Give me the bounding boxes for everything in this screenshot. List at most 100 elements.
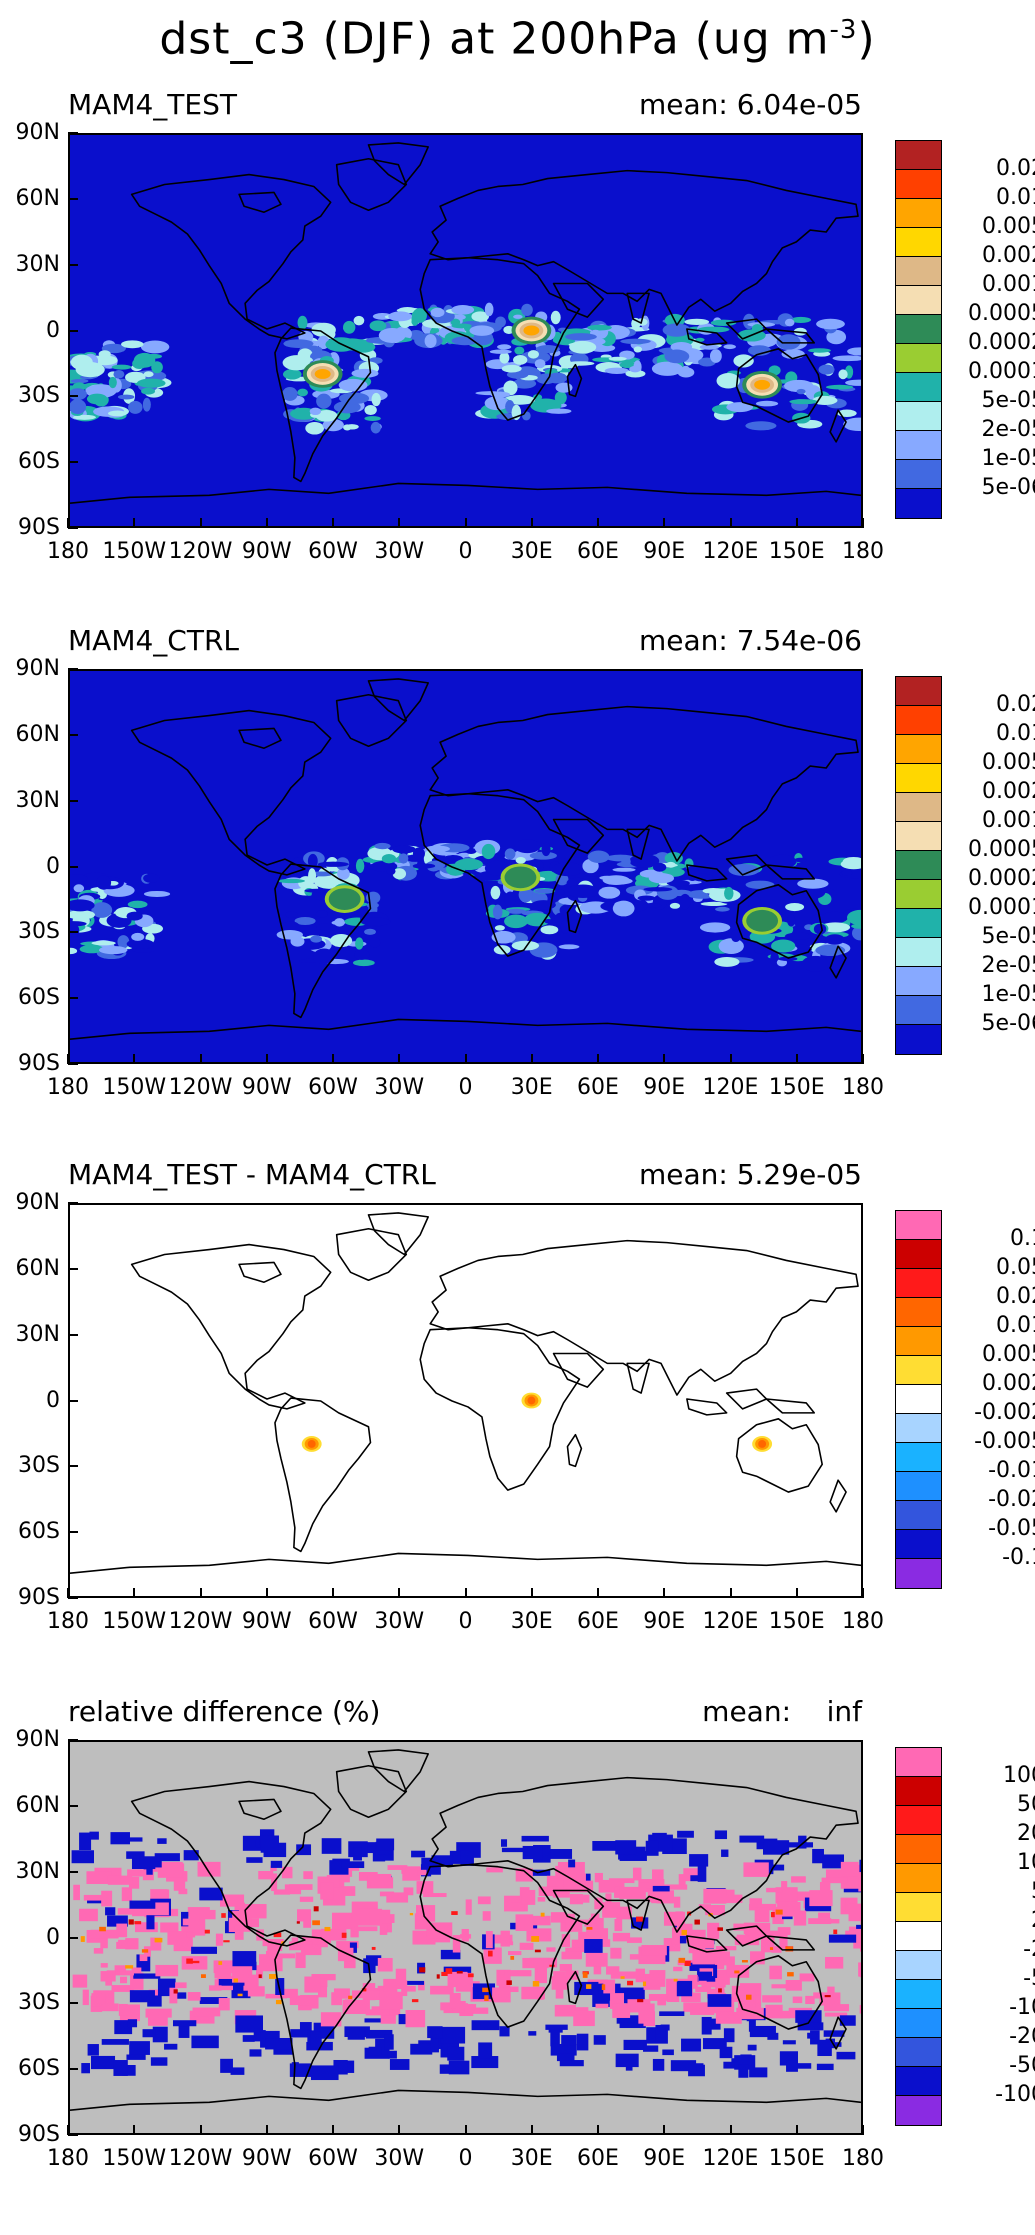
field-cell [500,1930,510,1947]
field-cell [745,880,775,889]
field-cell [471,2020,500,2031]
field-cell [71,1850,94,1864]
colorbar-swatch [896,1893,941,1922]
field-cell [273,1932,282,1938]
field-cell [504,891,516,908]
field-cell [587,324,612,331]
x-tick [199,1588,202,1598]
field-cell [739,1983,762,1996]
field-cell [283,339,314,349]
field-cell [825,1869,852,1879]
field-cell [245,1918,259,1928]
y-tick [68,1936,78,1939]
x-tick [133,1588,136,1598]
field-cell [482,1911,491,1921]
field-cell [97,2003,119,2012]
field-cell [285,911,298,919]
field-cell [521,1889,536,1905]
field-cell [711,2018,721,2030]
field-cell [128,1919,134,1925]
colorbar-label: 50 [1017,1792,1035,1817]
field-cell [191,2035,219,2049]
field-cell [379,1991,403,2010]
colorbar-swatch [896,373,941,402]
field-cell [602,1902,621,1918]
field-cell [592,1840,619,1851]
field-cell [407,1985,416,1992]
x-tick-label: 120W [168,2146,233,2171]
colorbar-label: 0.002 [982,779,1035,804]
field-cell [169,1987,178,2004]
colorbar-swatch [896,1777,941,1806]
field-cell [121,1837,143,1842]
field-cells [71,1829,861,2081]
field-cell [824,1995,831,1998]
colorbar-swatch [896,460,941,489]
field-cell [590,1913,600,1920]
field-cell [594,1872,603,1883]
field-cell [310,2065,339,2081]
field-cell [662,1884,688,1890]
field-cell [586,1927,593,1930]
field-cell [448,2060,470,2075]
x-tick [199,2125,202,2135]
field-cell [305,421,325,435]
x-tick [464,518,467,528]
y-tick-label: 60S [18,449,60,475]
field-cell [532,1981,540,1987]
field-cell [560,920,570,934]
x-tick [663,1054,666,1064]
x-tick [67,1054,69,1064]
colorbar-label: -10 [1009,1995,1035,2020]
field-cell [154,1853,180,1862]
field-cell [824,2012,848,2017]
x-tick [67,518,69,528]
field-cell [310,2031,321,2049]
field-cell [673,1978,678,1982]
field-cell [762,1995,782,2003]
field-cell [733,1923,753,1931]
field-cell [178,2023,190,2038]
x-tick-label: 30W [374,2146,425,2171]
x-tick [795,2125,798,2135]
field-cell [517,921,526,926]
field-cell [348,1995,353,2000]
field-cell [342,1999,370,2014]
field-cell [101,1890,113,1907]
field-cell [173,1989,178,1994]
colorbar-label: 0.01 [996,185,1035,210]
field-cell [199,1997,228,2004]
field-cell [527,350,539,359]
panel-mean: mean: 6.04e-05 [638,88,862,121]
field-cell [553,889,565,896]
x-tick [332,1588,334,1598]
field-cell [320,2012,342,2027]
field-cell [746,1994,752,2000]
field-cell [79,944,104,954]
field-cell [73,414,96,420]
field-cell [365,2029,393,2039]
x-tick-label: 30W [374,1609,425,1634]
colorbar-swatch [896,2009,941,2038]
field-cell [134,1921,142,1925]
field-cell [819,1881,831,1895]
field-cell [189,1909,216,1920]
x-tick [597,518,599,528]
field-cell [799,1973,815,1982]
field-cell [771,1946,782,1953]
field-cell [662,2049,674,2056]
field-cell [721,1849,729,1857]
field-cell [714,1830,728,1840]
field-cell [392,868,407,880]
field-cell [749,1903,777,1911]
field-cell [825,934,845,945]
colorbar-label: 0.001 [982,808,1035,833]
field-cell [612,867,636,872]
x-tick-label: 0 [458,2146,473,2171]
field-cell [127,2019,138,2028]
field-cell [504,1970,532,1977]
y-tick-label: 0 [46,317,60,343]
colorbar-label: 0.0001 [968,895,1035,920]
field-cell [586,1928,609,1940]
field-cell [683,2002,709,2012]
